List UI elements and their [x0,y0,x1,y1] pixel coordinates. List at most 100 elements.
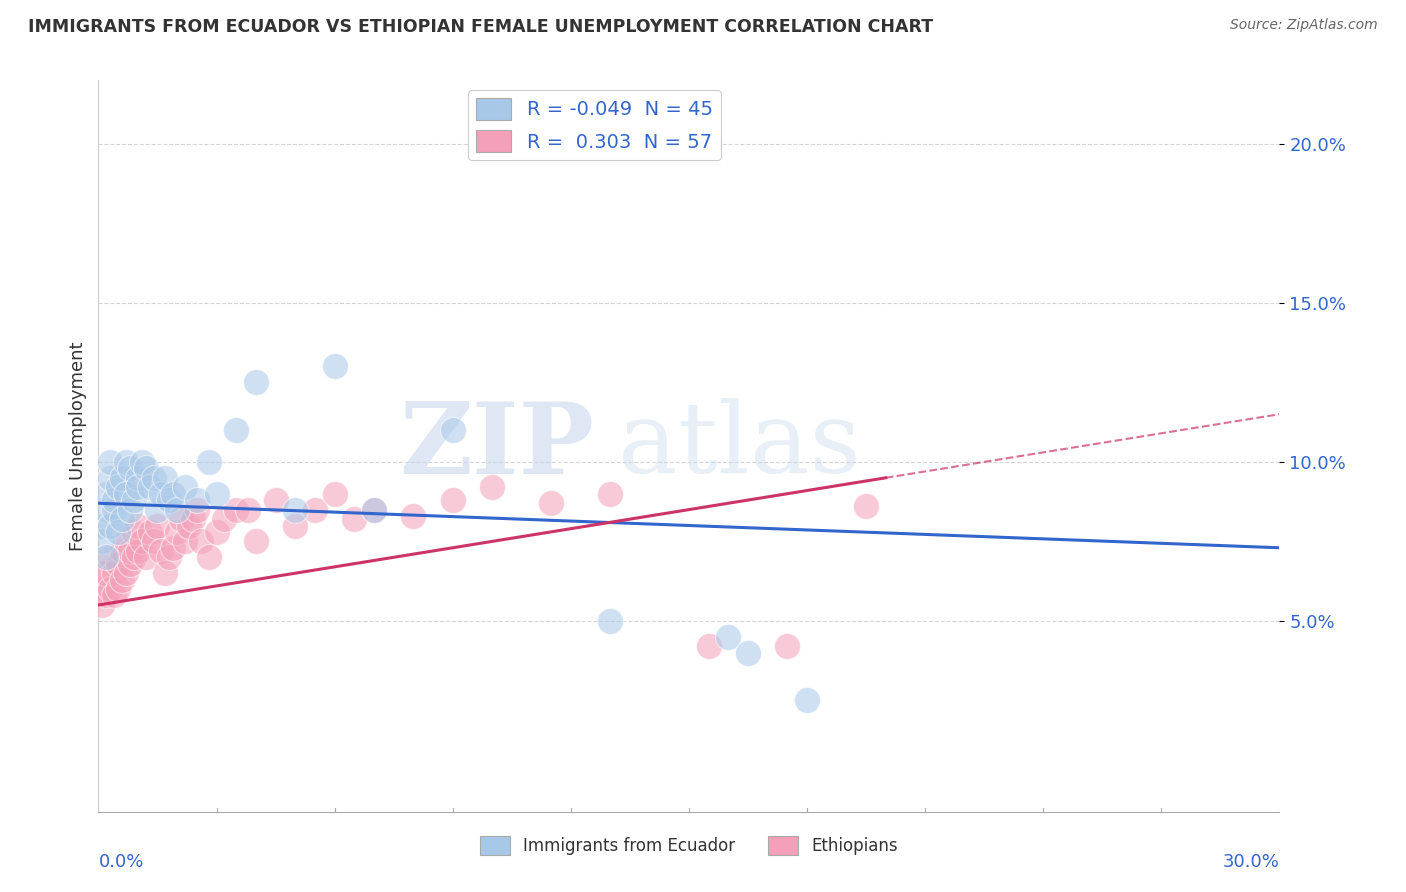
Point [96,486,118,500]
Point [122,493,145,508]
Point [98,455,121,469]
Point [107,557,129,571]
Point [174,534,197,549]
Point [118,544,141,558]
Point [402,508,425,523]
Point [91,598,114,612]
Point [107,480,129,494]
Point [107,582,129,596]
Point [162,541,184,555]
Point [115,455,138,469]
Point [103,493,125,508]
Point [150,486,173,500]
Point [127,471,149,485]
Text: IMMIGRANTS FROM ECUADOR VS ETHIOPIAN FEMALE UNEMPLOYMENT CORRELATION CHART: IMMIGRANTS FROM ECUADOR VS ETHIOPIAN FEM… [28,18,934,36]
Point [98,471,121,485]
Point [96,566,118,581]
Point [599,614,621,628]
Point [111,544,134,558]
Point [111,573,134,587]
Point [284,502,307,516]
Point [236,502,259,516]
Point [91,518,114,533]
Point [737,646,759,660]
Point [142,534,165,549]
Point [98,582,121,596]
Point [107,524,129,539]
Point [127,480,149,494]
Text: atlas: atlas [619,398,860,494]
Point [103,566,125,581]
Point [323,359,346,374]
Point [122,524,145,539]
Point [343,512,366,526]
Text: 30.0%: 30.0% [1223,853,1279,871]
Point [481,480,503,494]
Point [138,480,160,494]
Point [174,480,197,494]
Point [135,550,157,565]
Point [91,566,114,581]
Point [177,518,200,533]
Point [205,524,228,539]
Point [162,486,184,500]
Text: Source: ZipAtlas.com: Source: ZipAtlas.com [1230,18,1378,32]
Point [131,455,153,469]
Point [186,502,208,516]
Point [697,640,720,654]
Point [323,486,346,500]
Point [225,423,247,437]
Point [131,534,153,549]
Point [96,502,118,516]
Point [122,550,145,565]
Point [197,550,219,565]
Point [363,502,385,516]
Point [111,512,134,526]
Point [91,534,114,549]
Point [245,376,267,390]
Point [118,502,141,516]
Point [776,640,799,654]
Point [96,589,118,603]
Point [245,534,267,549]
Point [118,461,141,475]
Point [363,502,385,516]
Point [118,557,141,571]
Point [170,512,193,526]
Point [127,518,149,533]
Point [186,493,208,508]
Point [115,566,138,581]
Point [441,423,464,437]
Point [441,493,464,508]
Point [135,461,157,475]
Point [103,502,125,516]
Point [115,486,138,500]
Point [155,471,177,485]
Point [166,502,188,516]
Point [138,524,160,539]
Point [225,502,247,516]
Point [98,550,121,565]
Point [197,455,219,469]
Point [599,486,621,500]
Point [796,693,818,707]
Point [181,512,204,526]
Point [190,534,212,549]
Point [214,512,236,526]
Point [127,544,149,558]
Point [96,550,118,565]
Legend: Immigrants from Ecuador, Ethiopians: Immigrants from Ecuador, Ethiopians [472,830,905,862]
Text: ZIP: ZIP [399,398,595,494]
Point [111,471,134,485]
Point [540,496,562,510]
Point [717,630,740,644]
Point [166,524,188,539]
Point [157,550,180,565]
Point [284,518,307,533]
Point [146,502,169,516]
Point [304,502,326,516]
Point [146,518,169,533]
Point [142,471,165,485]
Point [91,582,114,596]
Text: 0.0%: 0.0% [98,853,143,871]
